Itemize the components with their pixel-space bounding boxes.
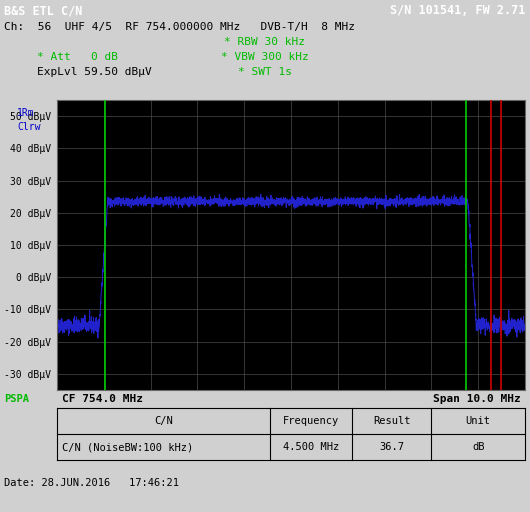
Text: 1Rm: 1Rm: [17, 108, 35, 118]
Text: Date: 28.JUN.2016   17:46:21: Date: 28.JUN.2016 17:46:21: [4, 478, 179, 488]
Text: * RBW 30 kHz: * RBW 30 kHz: [225, 37, 305, 47]
Text: 36.7: 36.7: [379, 442, 404, 452]
Text: * SWT 1s: * SWT 1s: [238, 67, 292, 77]
Text: * Att   0 dB: * Att 0 dB: [37, 52, 118, 62]
Text: CF 754.0 MHz: CF 754.0 MHz: [61, 394, 143, 404]
Text: PSPA: PSPA: [4, 394, 29, 404]
Text: * VBW 300 kHz: * VBW 300 kHz: [221, 52, 309, 62]
Text: Frequency: Frequency: [283, 416, 339, 426]
Text: Span 10.0 MHz: Span 10.0 MHz: [432, 394, 520, 404]
Text: Clrw: Clrw: [17, 122, 41, 132]
Text: S/N 101541, FW 2.71: S/N 101541, FW 2.71: [391, 4, 526, 17]
Text: B&S ETL C/N: B&S ETL C/N: [4, 4, 83, 17]
Text: C/N (NoiseBW:100 kHz): C/N (NoiseBW:100 kHz): [61, 442, 193, 452]
Text: Ch:  56  UHF 4/5  RF 754.000000 MHz   DVB-T/H  8 MHz: Ch: 56 UHF 4/5 RF 754.000000 MHz DVB-T/H…: [4, 22, 355, 32]
Text: 4.500 MHz: 4.500 MHz: [283, 442, 339, 452]
Text: Result: Result: [373, 416, 410, 426]
Text: C/N: C/N: [154, 416, 173, 426]
Text: ExpLvl 59.50 dBμV: ExpLvl 59.50 dBμV: [37, 67, 152, 77]
Text: dB: dB: [472, 442, 484, 452]
Text: Unit: Unit: [466, 416, 491, 426]
